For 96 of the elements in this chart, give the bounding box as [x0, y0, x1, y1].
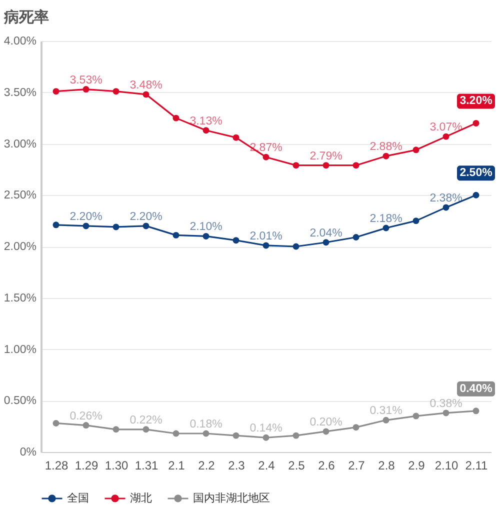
- x-tick-label: 2.3: [228, 458, 246, 472]
- point: [202, 430, 210, 437]
- x-tick-label: 2.1: [168, 458, 186, 472]
- x-tick-label: 1.29: [74, 458, 98, 472]
- data-label: 2.79%: [310, 150, 342, 162]
- y-tick-label: 1.50%: [4, 292, 36, 304]
- point: [322, 162, 330, 169]
- point: [442, 133, 450, 140]
- data-label: 0.40%: [460, 382, 492, 395]
- data-label: 2.20%: [70, 210, 102, 223]
- point: [352, 234, 360, 240]
- point: [472, 192, 480, 198]
- point: [262, 434, 270, 441]
- data-label: 2.88%: [370, 141, 402, 154]
- point: [322, 239, 330, 246]
- x-tick-label: 2.10: [434, 458, 458, 472]
- x-tick-label: 2.11: [465, 458, 488, 472]
- x-tick-label: 1.31: [134, 458, 158, 472]
- point: [472, 408, 480, 414]
- data-label: 2.20%: [130, 210, 162, 223]
- point: [352, 424, 360, 431]
- point: [232, 134, 240, 141]
- point: [232, 237, 240, 244]
- y-tick-label: 2.00%: [4, 241, 36, 253]
- point: [382, 416, 390, 424]
- point: [172, 114, 180, 122]
- point: [142, 426, 150, 433]
- point: [292, 162, 300, 169]
- point: [442, 410, 450, 416]
- data-label: 2.10%: [190, 221, 222, 234]
- legend-label: 湖北: [130, 491, 152, 504]
- point: [202, 232, 210, 240]
- data-label: 0.20%: [310, 416, 342, 428]
- x-tick-label: 2.8: [378, 458, 396, 472]
- x-tick-label: 2.7: [348, 458, 366, 472]
- point: [142, 91, 150, 98]
- point: [52, 222, 60, 228]
- data-label: 3.20%: [460, 95, 492, 108]
- x-tick-label: 2.2: [198, 458, 216, 472]
- y-tick-label: 4.00%: [4, 36, 36, 48]
- y-tick-label: 0%: [20, 446, 36, 458]
- data-label: 0.26%: [70, 410, 102, 422]
- point: [82, 222, 90, 230]
- y-tick-label: 1.00%: [4, 344, 36, 356]
- point: [262, 242, 270, 249]
- x-tick-label: 2.9: [408, 458, 426, 472]
- point: [442, 204, 450, 211]
- y-tick-label: 2.50%: [4, 190, 36, 202]
- point: [352, 162, 360, 169]
- point: [52, 88, 60, 95]
- point: [232, 432, 240, 439]
- data-label: 0.22%: [130, 414, 162, 426]
- data-label: 0.18%: [190, 418, 222, 431]
- data-label: 0.38%: [430, 398, 462, 410]
- point: [382, 152, 390, 160]
- legend-label: 国内非湖北地区: [193, 491, 270, 504]
- x-tick-label: 2.6: [318, 458, 336, 472]
- y-tick-label: 3.00%: [4, 138, 36, 150]
- point: [262, 154, 270, 160]
- point: [112, 224, 120, 230]
- point: [292, 243, 300, 250]
- data-label: 3.53%: [70, 74, 102, 86]
- chart-title: 病死率: [3, 8, 49, 26]
- point: [292, 432, 300, 439]
- data-label: 0.14%: [250, 422, 282, 435]
- data-label: 3.13%: [190, 115, 222, 128]
- point: [382, 224, 390, 232]
- data-label: 2.01%: [250, 230, 282, 242]
- point: [142, 222, 150, 230]
- x-tick-label: 2.5: [288, 458, 306, 472]
- data-label: 0.31%: [370, 405, 402, 418]
- point: [112, 426, 120, 433]
- point: [82, 422, 90, 429]
- data-label: 2.04%: [310, 227, 342, 240]
- x-tick-label: 1.30: [104, 458, 128, 472]
- point: [112, 88, 120, 95]
- data-label: 2.50%: [460, 167, 492, 180]
- point: [472, 120, 480, 126]
- point: [82, 86, 90, 93]
- point: [412, 218, 420, 224]
- point: [172, 232, 180, 238]
- data-label: 3.48%: [130, 79, 162, 92]
- data-label: 2.18%: [370, 213, 402, 226]
- legend-label: 全国: [67, 492, 89, 504]
- y-tick-label: 0.50%: [4, 395, 36, 408]
- data-label: 2.38%: [430, 192, 462, 204]
- point: [172, 430, 180, 437]
- x-tick-label: 2.4: [258, 458, 276, 472]
- y-tick-label: 3.50%: [4, 86, 36, 99]
- point: [322, 428, 330, 435]
- point: [52, 420, 60, 426]
- point: [202, 127, 210, 134]
- x-tick-label: 1.28: [44, 458, 68, 472]
- point: [412, 146, 420, 154]
- data-label: 3.07%: [430, 122, 462, 134]
- point: [412, 412, 420, 420]
